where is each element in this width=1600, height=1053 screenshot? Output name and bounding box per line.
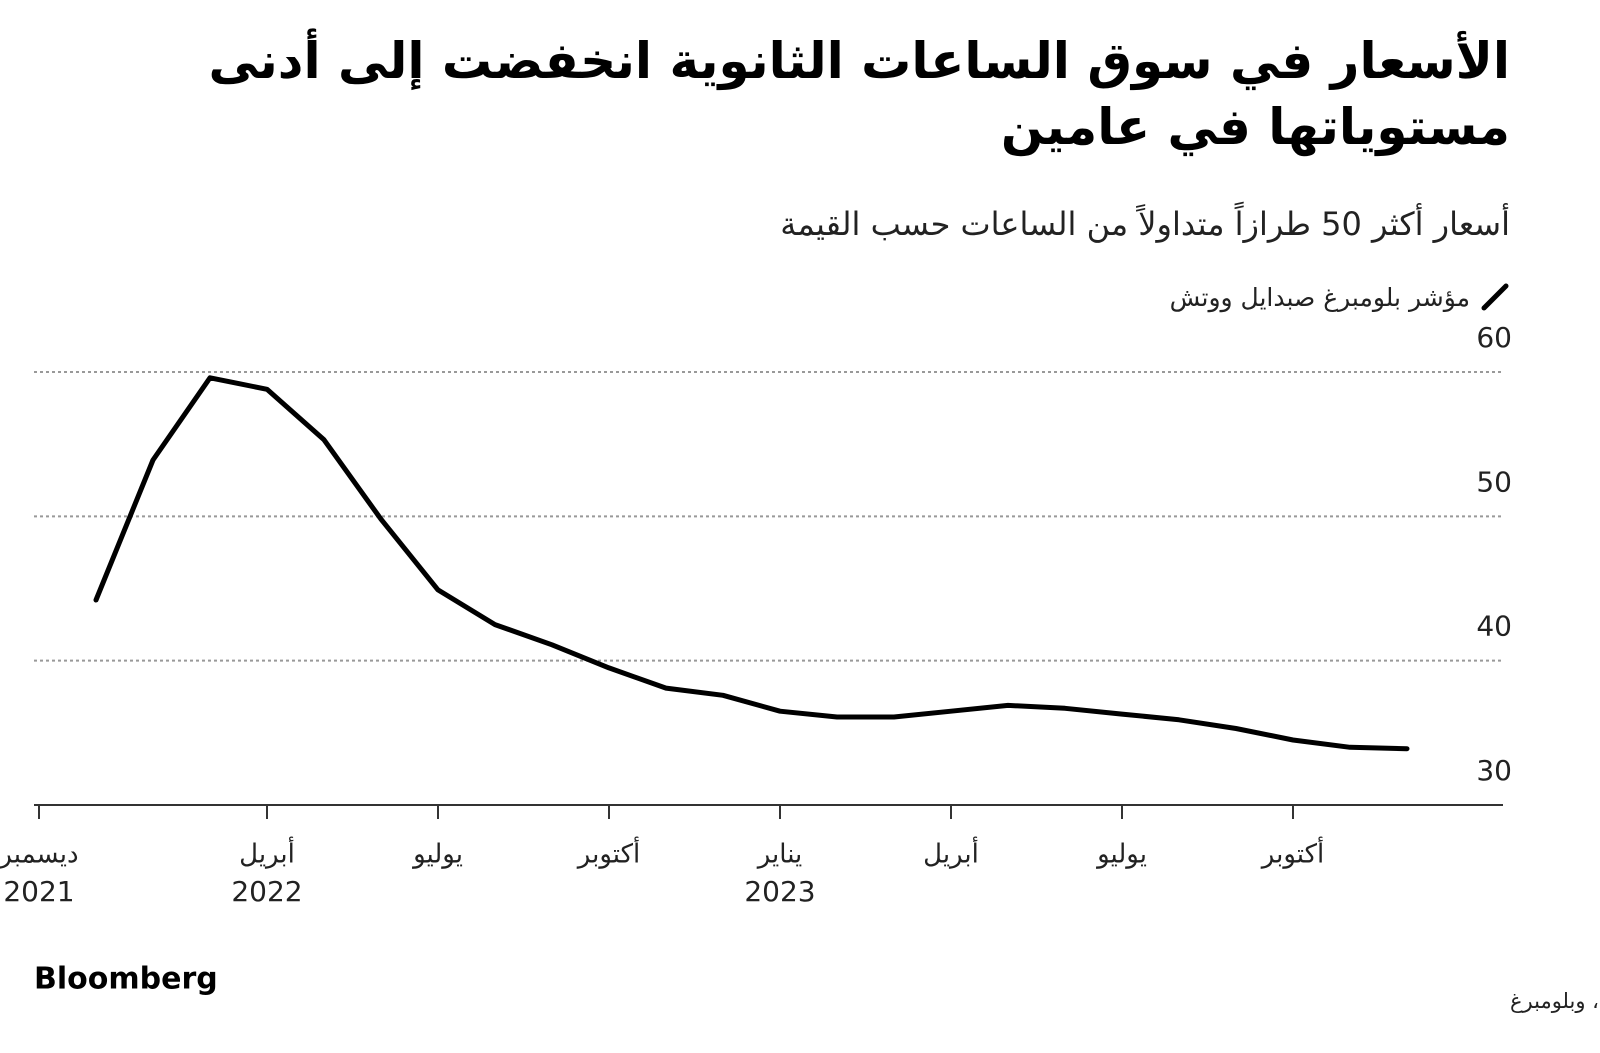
x-tick-year: 2021: [3, 875, 74, 908]
x-tick-label: أبريل: [239, 836, 295, 870]
legend-label: مؤشر بلومبرغ صبدايل ووتش: [1169, 282, 1470, 312]
x-tick-year: 2022: [231, 875, 302, 908]
y-tick-label: 30: [1476, 754, 1512, 787]
y-tick-label: 60: [1476, 321, 1512, 354]
y-tick-label: 50: [1476, 465, 1512, 498]
source: المصدر: صبدايل، وبلومبرغ: [1510, 989, 1600, 1013]
line-series: [93, 375, 1410, 752]
x-tick-label: أكتوبر: [1260, 836, 1324, 870]
chart-subtitle: أسعار أكثر 50 طرازاً متداولاً من الساعات…: [780, 205, 1510, 243]
x-tick-label: يناير: [756, 840, 803, 870]
x-tick-label: أكتوبر: [576, 836, 640, 870]
chart-title: الأسعار في سوق الساعات الثانوية انخفضت إ…: [208, 32, 1510, 156]
x-tick-year: 2023: [744, 875, 815, 908]
x-tick-label: يوليو: [1095, 840, 1147, 870]
legend: مؤشر بلومبرغ صبدايل ووتش: [1170, 282, 1510, 312]
x-tick-label: ديسمبر: [0, 840, 79, 870]
y-tick-label: 40: [1476, 610, 1512, 643]
x-tick-label: يوليو: [411, 840, 463, 870]
logo: Bloomberg: [34, 962, 218, 997]
x-tick-label: أبريل: [923, 836, 979, 870]
legend-swatch: [1481, 283, 1509, 311]
